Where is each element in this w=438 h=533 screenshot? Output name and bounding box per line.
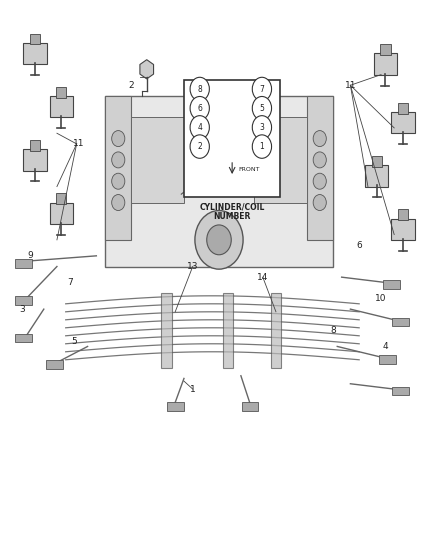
- Circle shape: [313, 152, 326, 168]
- Circle shape: [252, 135, 272, 158]
- Text: 2: 2: [198, 142, 202, 151]
- Text: 9: 9: [28, 252, 34, 260]
- Text: 1: 1: [190, 385, 196, 393]
- FancyBboxPatch shape: [365, 165, 389, 187]
- Text: 11: 11: [345, 81, 356, 90]
- Text: 5: 5: [71, 337, 78, 345]
- Text: NUMBER: NUMBER: [213, 212, 251, 221]
- Text: 7: 7: [67, 278, 73, 287]
- Circle shape: [190, 135, 209, 158]
- Bar: [105, 96, 333, 266]
- FancyBboxPatch shape: [380, 44, 391, 55]
- Bar: [307, 96, 333, 240]
- Text: 13: 13: [187, 262, 198, 271]
- Text: 14: 14: [257, 273, 268, 281]
- FancyBboxPatch shape: [49, 96, 73, 117]
- Bar: [15, 334, 32, 342]
- Circle shape: [252, 96, 272, 120]
- Circle shape: [112, 173, 125, 189]
- Circle shape: [313, 173, 326, 189]
- Bar: [15, 296, 32, 305]
- Text: 4: 4: [383, 342, 388, 351]
- Circle shape: [190, 96, 209, 120]
- Bar: [46, 360, 63, 369]
- FancyBboxPatch shape: [398, 103, 408, 114]
- Text: 2: 2: [129, 81, 134, 90]
- Text: 5: 5: [259, 104, 265, 112]
- FancyBboxPatch shape: [30, 140, 40, 151]
- Text: 7: 7: [259, 85, 265, 93]
- Circle shape: [112, 131, 125, 147]
- Bar: [254, 117, 307, 203]
- FancyBboxPatch shape: [371, 156, 382, 167]
- Bar: [167, 402, 184, 411]
- FancyBboxPatch shape: [23, 149, 47, 171]
- Text: 1: 1: [260, 142, 264, 151]
- Text: 4: 4: [197, 123, 202, 132]
- Bar: [379, 355, 396, 364]
- Bar: [184, 80, 280, 197]
- Bar: [271, 293, 281, 368]
- FancyBboxPatch shape: [391, 112, 415, 133]
- Circle shape: [252, 116, 272, 139]
- Text: 8: 8: [198, 85, 202, 93]
- Circle shape: [190, 116, 209, 139]
- Text: FRONT: FRONT: [239, 167, 260, 172]
- Text: 3: 3: [259, 123, 265, 132]
- Bar: [392, 387, 409, 395]
- Bar: [383, 280, 400, 289]
- Circle shape: [207, 225, 231, 255]
- Circle shape: [112, 195, 125, 211]
- Circle shape: [112, 152, 125, 168]
- FancyBboxPatch shape: [398, 209, 408, 220]
- Text: 6: 6: [356, 241, 362, 249]
- Bar: [223, 293, 233, 368]
- Circle shape: [252, 77, 272, 101]
- FancyBboxPatch shape: [391, 219, 415, 240]
- Text: 11: 11: [73, 140, 85, 148]
- Bar: [15, 259, 32, 268]
- FancyBboxPatch shape: [23, 43, 47, 64]
- Bar: [161, 293, 172, 368]
- Text: CYLINDER/COIL: CYLINDER/COIL: [199, 203, 265, 212]
- Text: 8: 8: [330, 326, 336, 335]
- Text: 3: 3: [19, 305, 25, 313]
- Bar: [392, 318, 409, 326]
- Circle shape: [313, 131, 326, 147]
- Text: 6: 6: [197, 104, 202, 112]
- Circle shape: [195, 211, 243, 269]
- FancyBboxPatch shape: [374, 53, 397, 75]
- FancyBboxPatch shape: [56, 193, 67, 204]
- Text: 10: 10: [375, 294, 387, 303]
- FancyBboxPatch shape: [49, 203, 73, 224]
- Circle shape: [313, 195, 326, 211]
- FancyBboxPatch shape: [30, 34, 40, 44]
- Bar: [105, 96, 131, 240]
- Circle shape: [190, 77, 209, 101]
- Bar: [131, 117, 184, 203]
- Bar: [242, 402, 258, 411]
- FancyBboxPatch shape: [56, 87, 67, 98]
